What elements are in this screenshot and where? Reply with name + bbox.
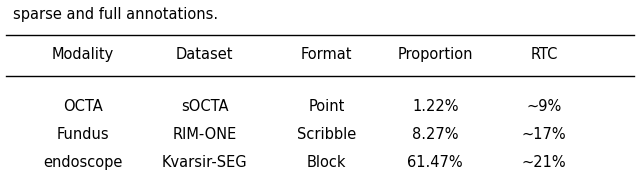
Text: Proportion: Proportion (397, 47, 473, 62)
Text: ~9%: ~9% (526, 99, 562, 114)
Text: sOCTA: sOCTA (181, 99, 228, 114)
Text: OCTA: OCTA (63, 99, 103, 114)
Text: Format: Format (301, 47, 352, 62)
Text: 1.22%: 1.22% (412, 99, 458, 114)
Text: Modality: Modality (52, 47, 115, 62)
Text: 8.27%: 8.27% (412, 127, 458, 142)
Text: Scribble: Scribble (297, 127, 356, 142)
Text: Block: Block (307, 155, 346, 170)
Text: 61.47%: 61.47% (408, 155, 463, 170)
Text: ~17%: ~17% (522, 127, 566, 142)
Text: Kvarsir-SEG: Kvarsir-SEG (162, 155, 248, 170)
Text: endoscope: endoscope (44, 155, 123, 170)
Text: RIM-ONE: RIM-ONE (173, 127, 237, 142)
Text: RTC: RTC (531, 47, 557, 62)
Text: sparse and full annotations.: sparse and full annotations. (13, 7, 218, 22)
Text: Fundus: Fundus (57, 127, 109, 142)
Text: Dataset: Dataset (176, 47, 234, 62)
Text: ~21%: ~21% (522, 155, 566, 170)
Text: Point: Point (308, 99, 344, 114)
